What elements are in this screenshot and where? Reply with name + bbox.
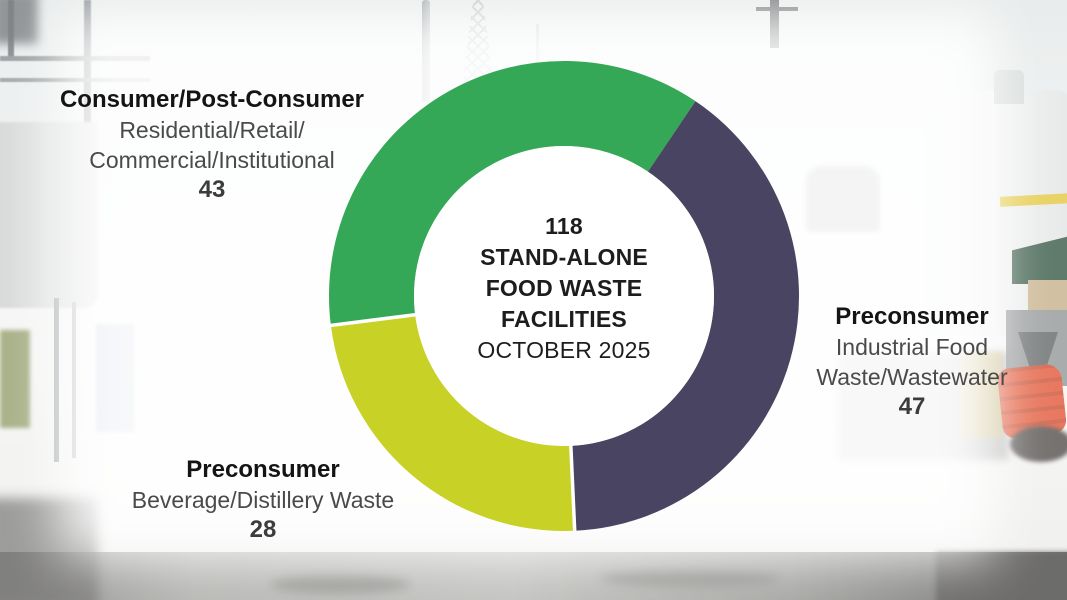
segment-sublabel: Beverage/Distillery Waste	[131, 487, 395, 513]
segment-label-preconsumer-beverage: Preconsumer Beverage/Distillery Waste 28	[108, 455, 418, 545]
pipe-pole	[54, 298, 59, 462]
donut-segment-preconsumer-beverage	[330, 314, 575, 531]
silo-pipe	[994, 70, 1024, 104]
segment-value: 28	[249, 516, 277, 543]
segment-value: 43	[198, 176, 226, 203]
center-line: STAND-ALONE	[480, 244, 648, 270]
segment-sublabel: Waste/Wastewater	[816, 364, 1008, 390]
segment-separator	[568, 443, 577, 531]
corrugated-wall	[1028, 280, 1067, 314]
ground-stain	[600, 570, 780, 586]
donut-hole	[414, 146, 714, 446]
segment-sublabel: Industrial Food	[835, 334, 989, 360]
grass-patch	[0, 330, 30, 428]
center-date: OCTOBER 2025	[477, 337, 651, 363]
dark-ground-corner	[936, 552, 1067, 600]
segment-sublabel: Residential/Retail/	[119, 117, 305, 143]
center-line: FOOD WASTE	[485, 275, 643, 301]
segment-title: Consumer/Post-Consumer	[59, 86, 365, 113]
segment-label-preconsumer-industrial: Preconsumer Industrial Food Waste/Wastew…	[782, 302, 1042, 422]
donut-segment-consumer-post-consumer	[329, 61, 696, 326]
round-pad	[1010, 426, 1067, 462]
total-count: 118	[545, 213, 583, 239]
segment-label-consumer: Consumer/Post-Consumer Residential/Retai…	[40, 85, 384, 205]
segment-sublabel: Commercial/Institutional	[89, 147, 335, 173]
asphalt-ground	[0, 552, 1067, 600]
donut-chart	[329, 61, 799, 531]
segment-value: 47	[898, 393, 926, 420]
center-line: FACILITIES	[501, 306, 627, 332]
segment-title: Preconsumer	[186, 456, 340, 483]
segment-separator	[329, 312, 418, 328]
segment-title: Preconsumer	[835, 303, 989, 330]
ground-stain	[270, 575, 410, 593]
mast-crossbar	[756, 7, 798, 11]
donut-segment-preconsumer-industrial	[570, 101, 799, 531]
donut-center-text: 118 STAND-ALONE FOOD WASTE FACILITIES OC…	[429, 211, 699, 366]
